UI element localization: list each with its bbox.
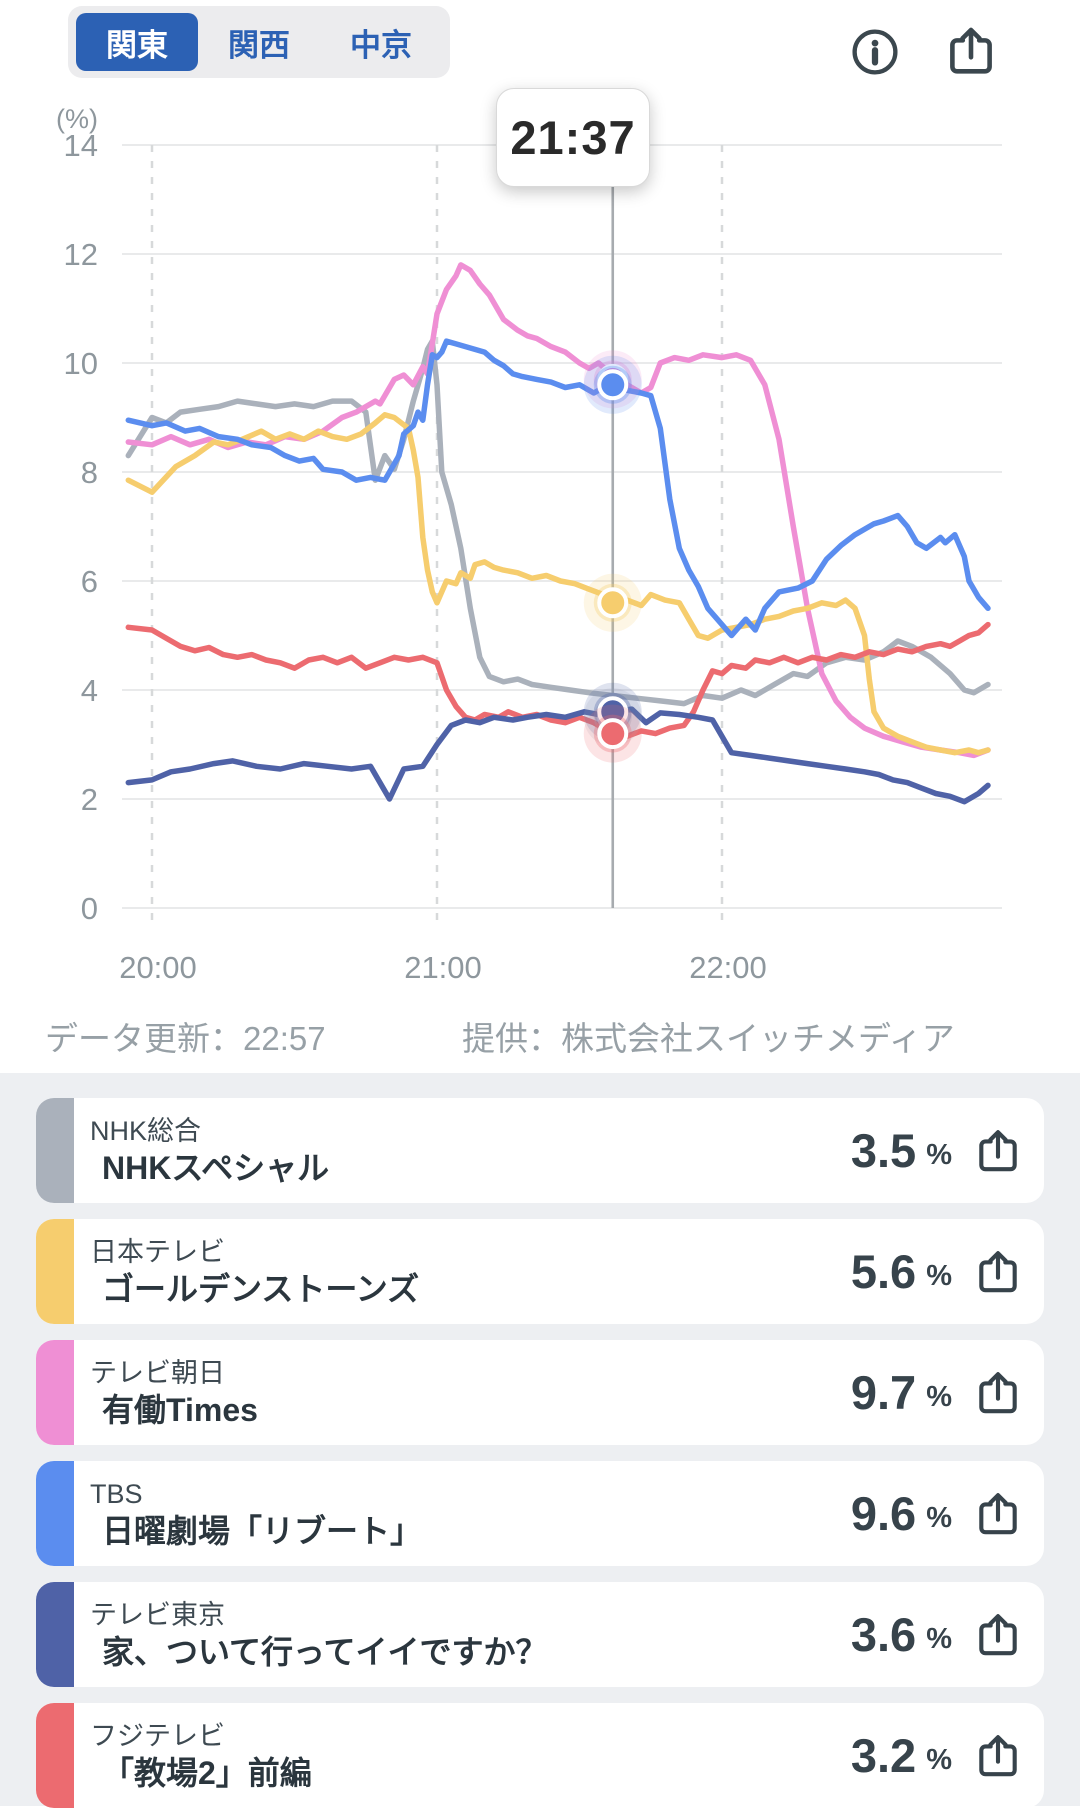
y-tick-label: 14 <box>64 128 98 163</box>
x-tick-label: 20:00 <box>119 950 197 985</box>
channel-color-bar <box>36 1461 74 1566</box>
x-tick-label: 21:00 <box>404 950 482 985</box>
rating-unit: % <box>926 1260 952 1292</box>
program-title: 有働Times <box>102 1391 258 1428</box>
share-icon[interactable] <box>942 22 1000 80</box>
rating-unit: % <box>926 1381 952 1413</box>
region-tabbar: 関東 関西 中京 <box>68 6 450 78</box>
data-updated-label: データ更新：22:57 <box>45 1020 326 1057</box>
y-tick-label: 4 <box>81 673 98 708</box>
rating-value: 9.6 <box>850 1487 917 1540</box>
channel-list: NHK総合 NHKスペシャル 3.5% 日本テレビ ゴールデンストーンズ 5.6% テレビ朝… <box>0 1073 1080 1808</box>
rating-value: 9.7 <box>850 1366 917 1419</box>
series-line-4 <box>125 706 991 805</box>
channel-card-4[interactable]: テレビ東京 家、ついて行ってイイですか？ 3.6% <box>36 1582 1044 1687</box>
program-title: NHKスペシャル <box>102 1149 330 1186</box>
rating-value: 3.5 <box>850 1124 917 1177</box>
tab-region-0[interactable]: 関東 <box>76 13 198 71</box>
station-name: テレビ東京 <box>90 1599 225 1630</box>
station-name: TBS <box>90 1478 143 1509</box>
channel-color-bar <box>36 1219 74 1324</box>
channel-card-5[interactable]: フジテレビ 「教場2」前編 3.2% <box>36 1703 1044 1808</box>
channel-color-bar <box>36 1703 74 1808</box>
y-tick-label: 10 <box>64 346 98 381</box>
channel-color-bar <box>36 1098 74 1203</box>
y-tick-label: 2 <box>81 782 98 817</box>
share-icon[interactable] <box>972 1366 1024 1420</box>
series-line-0 <box>125 338 991 707</box>
share-icon[interactable] <box>972 1487 1024 1541</box>
program-title: 「教場2」前編 <box>102 1754 312 1791</box>
series-line-5 <box>125 621 991 740</box>
series-line-1 <box>125 412 991 756</box>
x-tick-label: 22:00 <box>689 950 767 985</box>
marker-dot-3 <box>597 369 629 401</box>
y-tick-label: 12 <box>64 237 98 272</box>
channel-card-1[interactable]: 日本テレビ ゴールデンストーンズ 5.6% <box>36 1219 1044 1324</box>
share-icon[interactable] <box>972 1608 1024 1662</box>
channel-card-3[interactable]: TBS 日曜劇場「リブート」 9.6% <box>36 1461 1044 1566</box>
rating-unit: % <box>926 1744 952 1776</box>
chart-panel: 関東 関西 中京 0 2 4 6 8 10 12 14 (%) 20:00 21:00 22:00 21:… <box>0 0 1080 1057</box>
station-name: テレビ朝日 <box>90 1357 225 1388</box>
tab-region-1[interactable]: 関西 <box>228 27 290 63</box>
tab-region-2[interactable]: 中京 <box>350 27 412 63</box>
rating-value: 3.2 <box>850 1729 917 1782</box>
rating-unit: % <box>926 1139 952 1171</box>
provider-label: 提供：株式会社スイッチメディア <box>462 1020 955 1057</box>
channel-card-0[interactable]: NHK総合 NHKスペシャル 3.5% <box>36 1098 1044 1203</box>
share-icon[interactable] <box>972 1729 1024 1783</box>
program-title: ゴールデンストーンズ <box>102 1270 420 1307</box>
rating-value: 5.6 <box>850 1245 917 1298</box>
channel-color-bar <box>36 1582 74 1687</box>
share-icon[interactable] <box>972 1124 1024 1178</box>
y-tick-label: 0 <box>81 891 98 926</box>
station-name: NHK総合 <box>90 1115 202 1146</box>
rating-value: 3.6 <box>850 1608 917 1661</box>
info-icon[interactable] <box>849 26 901 78</box>
y-tick-label: 6 <box>81 564 98 599</box>
program-title: 家、ついて行ってイイですか？ <box>102 1633 548 1670</box>
y-tick-label: 8 <box>81 455 98 490</box>
ratings-chart[interactable]: 0 2 4 6 8 10 12 14(%) 20:00 21:00 22:00 <box>0 0 1080 1000</box>
station-name: 日本テレビ <box>90 1236 225 1267</box>
rating-unit: % <box>926 1502 952 1534</box>
share-icon[interactable] <box>972 1245 1024 1299</box>
series-line-2 <box>125 262 991 759</box>
marker-dot-1 <box>597 587 629 619</box>
channel-card-2[interactable]: テレビ朝日 有働Times 9.7% <box>36 1340 1044 1445</box>
cursor-time-tooltip: 21:37 <box>496 88 650 187</box>
program-title: 日曜劇場「リブート」 <box>102 1512 423 1549</box>
y-axis-unit-label: (%) <box>56 104 98 134</box>
channel-color-bar <box>36 1340 74 1445</box>
station-name: フジテレビ <box>90 1720 225 1751</box>
series-line-3 <box>125 338 991 639</box>
rating-unit: % <box>926 1623 952 1655</box>
marker-dot-5 <box>597 718 629 750</box>
